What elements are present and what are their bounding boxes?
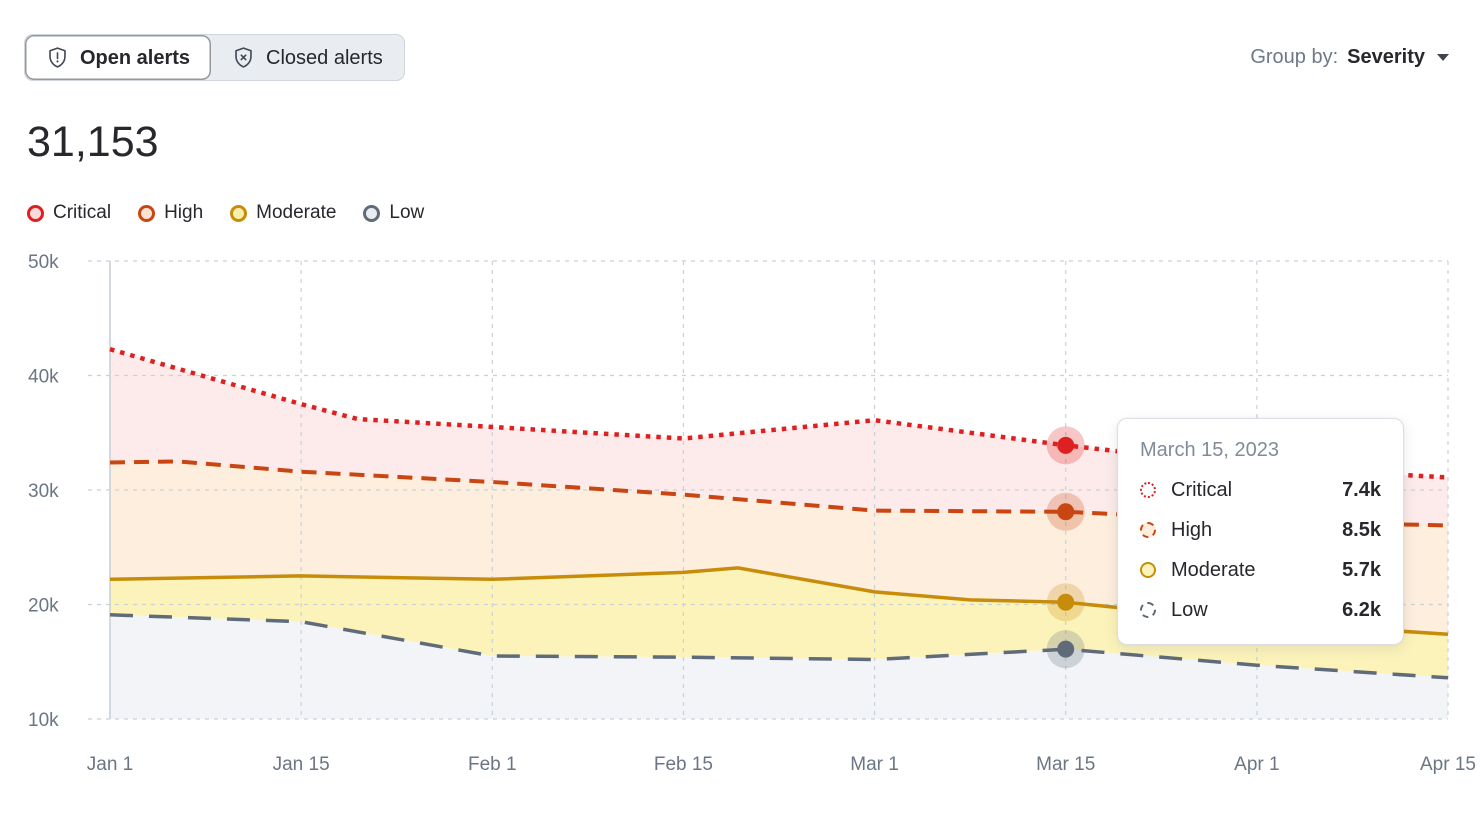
legend-item-moderate[interactable]: Moderate [230, 202, 336, 224]
highlight-dot-critical[interactable] [1057, 436, 1075, 454]
critical-legend-marker-icon [27, 204, 44, 222]
tooltip-row-moderate: Moderate 5.7k [1140, 550, 1381, 590]
tooltip-value-high: 8.5k [1342, 518, 1381, 541]
tooltip-label-moderate: Moderate [1171, 558, 1256, 581]
series-line-low [109, 613, 1449, 680]
low-legend-marker-icon [363, 204, 381, 222]
x-tick-label: Jan 15 [273, 754, 330, 775]
low-line-style-icon [1140, 602, 1156, 618]
legend-item-high[interactable]: High [138, 202, 203, 224]
tooltip-label-critical: Critical [1171, 478, 1233, 501]
band-critical [110, 349, 1448, 526]
legend-label-critical: Critical [53, 202, 112, 223]
tooltip-row-high: High 8.5k [1140, 510, 1381, 550]
x-tick-label: Apr 1 [1234, 754, 1279, 775]
highlight-dot-high[interactable] [1057, 503, 1075, 521]
tooltip-value-low: 6.2k [1342, 598, 1381, 621]
legend-label-moderate: Moderate [256, 202, 337, 223]
tooltip-value-moderate: 5.7k [1342, 558, 1381, 581]
x-tick-label: Jan 1 [87, 754, 133, 775]
high-line-style-icon [1140, 522, 1156, 538]
tooltip-row-critical: Critical 7.4k [1140, 470, 1381, 510]
legend-item-low[interactable]: Low [363, 202, 424, 224]
tooltip-label-high: High [1171, 518, 1213, 541]
open-alerts-tab[interactable]: Open alerts [25, 35, 212, 80]
open-alerts-label: Open alerts [80, 46, 191, 69]
tooltip-value-critical: 7.4k [1342, 478, 1381, 501]
tooltip-label-low: Low [1171, 598, 1208, 621]
tooltip-date: March 15, 2023 [1140, 439, 1279, 461]
header: Open alerts Closed alerts Group by: Seve… [24, 34, 1449, 81]
y-tick-label: 20k [28, 596, 59, 617]
legend-label-high: High [164, 202, 204, 223]
y-tick-label: 50k [28, 252, 59, 273]
group-by-dropdown[interactable]: Group by: Severity [1250, 46, 1449, 69]
total-alerts-count: 31,153 [27, 118, 159, 166]
x-tick-label: Feb 1 [468, 754, 517, 775]
closed-alerts-label: Closed alerts [266, 46, 383, 69]
closed-alerts-tab[interactable]: Closed alerts [211, 35, 404, 80]
chevron-down-icon [1437, 54, 1449, 61]
x-tick-label: Mar 15 [1036, 754, 1095, 775]
x-tick-label: Mar 1 [850, 754, 899, 775]
tooltip-row-low: Low 6.2k [1140, 590, 1381, 630]
chart-tooltip: March 15, 2023 Critical 7.4k High 8.5k M… [1117, 418, 1404, 645]
shield-x-icon [232, 46, 255, 69]
alert-status-toggle: Open alerts Closed alerts [24, 34, 405, 81]
high-legend-marker-icon [138, 204, 156, 222]
y-tick-label: 10k [28, 710, 59, 731]
x-tick-label: Feb 15 [654, 754, 713, 775]
x-tick-label: Apr 15 [1420, 754, 1476, 775]
shield-exclamation-icon [46, 46, 69, 69]
moderate-legend-marker-icon [230, 204, 248, 222]
critical-line-style-icon [1140, 482, 1156, 498]
legend-label-low: Low [389, 202, 425, 223]
band-high [110, 461, 1448, 635]
y-tick-label: 30k [28, 481, 59, 502]
moderate-line-style-icon [1140, 562, 1156, 578]
y-tick-label: 40k [28, 367, 59, 388]
group-by-value: Severity [1347, 46, 1425, 68]
chart-legend: Critical High Moderate Low [27, 202, 424, 224]
band-moderate [110, 567, 1448, 678]
band-low [110, 614, 1448, 719]
legend-item-critical[interactable]: Critical [27, 202, 111, 224]
highlight-dot-low[interactable] [1057, 640, 1075, 658]
group-by-label: Group by: [1250, 46, 1339, 68]
highlight-dot-moderate[interactable] [1057, 593, 1075, 611]
